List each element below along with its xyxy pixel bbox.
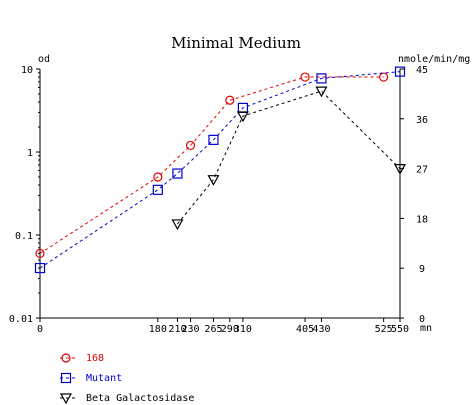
x-tick-label: 0 [37, 324, 43, 335]
chart-title: Minimal Medium [171, 34, 301, 52]
data-point-1 [208, 134, 219, 145]
y-right-tick-label: 36 [416, 115, 428, 126]
x-tick-label: 550 [391, 324, 409, 335]
y-right-tick-label: 9 [419, 264, 425, 275]
series-layer [34, 66, 407, 274]
legend: 168 Mutant Beta Galactosidase [59, 353, 194, 405]
data-point-1 [152, 184, 163, 195]
x-tick-label: 525 [375, 324, 393, 335]
legend-label: Beta Galactosidase [86, 393, 194, 404]
y-right-tick-label: 45 [416, 65, 428, 76]
data-point-1 [172, 168, 183, 179]
legend-marker [59, 393, 73, 405]
data-point-0 [379, 72, 389, 82]
data-point-1 [394, 66, 406, 77]
data-point-0 [35, 248, 45, 259]
x-tick-label: 405 [296, 324, 314, 335]
y-left-ticks: 0.01 0.1 1 10 [9, 65, 40, 325]
data-point-2 [207, 175, 220, 186]
x-tick-label: 310 [234, 324, 252, 335]
data-point-2 [315, 86, 328, 98]
y-left-tick-label: 1 [27, 148, 33, 159]
y-right-tick-label: 27 [416, 165, 428, 176]
y-right-axis-label: nmole/min/mg [398, 54, 470, 65]
y-right-tick-label: 18 [416, 214, 428, 225]
x-tick-label: 180 [149, 324, 167, 335]
y-left-tick-label: 0.01 [9, 314, 33, 325]
x-tick-label: 210 [168, 324, 186, 335]
y-right-tick-label: 0 [419, 314, 425, 325]
data-point-0 [153, 172, 163, 182]
series-line-0 [39, 76, 384, 254]
y-left-tick-label: 10 [21, 65, 33, 76]
data-point-0 [225, 95, 235, 105]
series-line-1 [39, 71, 401, 269]
series-line-2 [177, 90, 401, 225]
y-left-tick-label: 0.1 [15, 231, 33, 242]
data-point-1 [34, 262, 46, 274]
x-tick-label: 430 [312, 324, 330, 335]
data-point-2 [171, 219, 184, 231]
data-point-0 [185, 140, 196, 151]
legend-marker [61, 353, 71, 363]
y-left-axis-label: od [38, 54, 50, 65]
x-axis-label: mn [420, 323, 432, 334]
x-tick-label: 230 [182, 324, 200, 335]
legend-label: 168 [86, 353, 104, 364]
data-point-2 [236, 111, 249, 123]
legend-label: Mutant [86, 373, 122, 384]
legend-marker [60, 372, 72, 384]
data-point-2 [393, 164, 407, 175]
y-right-ticks: 0 9 18 27 36 45 [400, 65, 428, 325]
data-point-1 [316, 73, 327, 84]
x-tick-label: 290 [221, 324, 239, 335]
x-tick-label: 265 [204, 324, 222, 335]
data-point-0 [300, 72, 310, 82]
